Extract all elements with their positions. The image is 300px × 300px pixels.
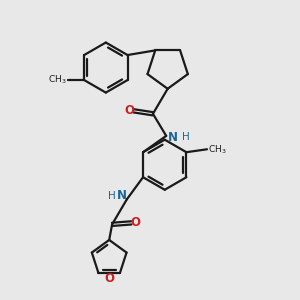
Text: N: N <box>168 131 178 144</box>
Text: N: N <box>117 189 127 202</box>
Text: CH$_3$: CH$_3$ <box>48 74 67 86</box>
Text: H: H <box>182 132 189 142</box>
Text: O: O <box>131 216 141 230</box>
Text: H: H <box>108 191 116 201</box>
Text: CH$_3$: CH$_3$ <box>208 143 227 155</box>
Text: O: O <box>124 104 134 117</box>
Text: O: O <box>104 272 114 285</box>
